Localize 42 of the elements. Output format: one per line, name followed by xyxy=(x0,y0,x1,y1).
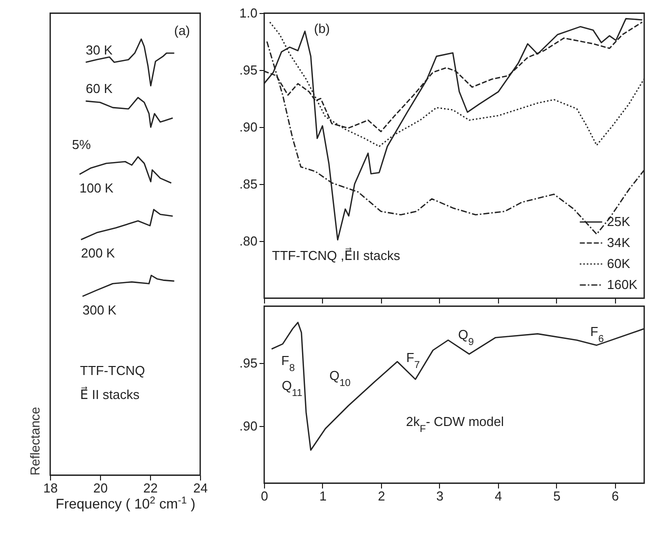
x-tick-label: 20 xyxy=(93,480,108,496)
y-tick-label: .90 xyxy=(239,120,258,134)
y-tick-label: .90 xyxy=(239,418,258,434)
annotation: 5% xyxy=(72,137,92,152)
text: (a) xyxy=(174,23,190,38)
annotation: F$_{7}$ xyxy=(406,350,420,370)
x-tick-label: 4 xyxy=(494,488,502,504)
annotation: TTF-TCNQ ,E⃗II stacks xyxy=(272,248,401,263)
y-axis-title: Reflectance xyxy=(28,406,42,476)
annotation: E⃗ II stacks xyxy=(80,386,140,402)
y-tick-label: .95 xyxy=(239,355,258,370)
x-tick-label: 1 xyxy=(319,488,327,504)
x-tick-label: 6 xyxy=(612,488,619,504)
annotation: Q$_{11}$ xyxy=(282,378,303,398)
y-tick-label: .95 xyxy=(239,62,258,78)
series-label: 100 K xyxy=(80,180,114,196)
series-label: 60 K xyxy=(86,81,113,96)
annotation: Q$_{10}$ xyxy=(329,368,352,388)
x-tick-label: 3 xyxy=(436,488,444,504)
y-tick-label: .85 xyxy=(239,176,258,192)
series-label: 300 K xyxy=(82,302,117,318)
annotation: F$_{8}$ xyxy=(281,353,296,374)
series-label: 200 K xyxy=(81,246,116,261)
x-tick-label: 0 xyxy=(260,488,268,504)
x-tick-label: 18 xyxy=(43,480,58,496)
series-label: 30 K xyxy=(86,42,113,58)
legend-label: 160K xyxy=(607,277,638,292)
x-tick-label: 2 xyxy=(378,488,386,504)
annotation: Q$_{9}$ xyxy=(458,327,474,348)
y-tick-label: .80 xyxy=(239,234,258,248)
x-tick-label: 24 xyxy=(193,480,208,496)
y-tick-label: 1.0 xyxy=(239,6,258,20)
annotation: 2k$_{F}$- CDW model xyxy=(406,414,504,434)
annotation: TTF-TCNQ xyxy=(80,363,145,378)
x-tick-label: 22 xyxy=(143,480,158,496)
annotation: F$_{6}$ xyxy=(590,324,604,344)
x-tick-label: 5 xyxy=(553,488,560,504)
annotation: (b) xyxy=(314,21,330,36)
legend-label: 60K xyxy=(607,256,630,271)
legend-label: 34K xyxy=(607,235,630,250)
x-axis-title: Frequency ( 10$^{2}$ cm$^{-1}$ ) xyxy=(56,495,196,512)
legend-label: 25K xyxy=(607,214,630,229)
